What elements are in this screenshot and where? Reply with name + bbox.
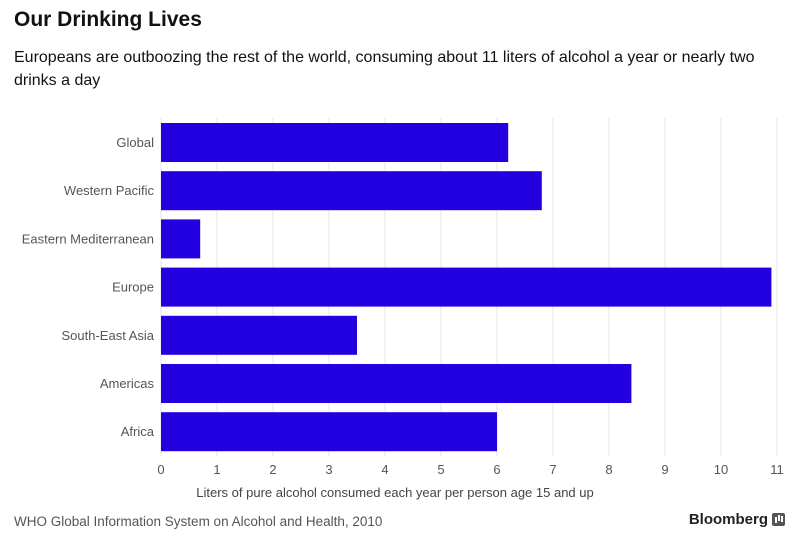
bar (161, 267, 772, 307)
x-tick-label: 2 (269, 462, 276, 477)
source-note: WHO Global Information System on Alcohol… (14, 514, 383, 529)
x-tick-label: 9 (661, 462, 668, 477)
brand-name: Bloomberg (688, 511, 768, 528)
x-tick-labels: 0 1 2 3 4 5 6 7 8 9 10 11 (157, 462, 783, 477)
category-label: Eastern Mediterranean (22, 231, 154, 246)
chart-icon (772, 513, 785, 526)
category-label: Africa (121, 424, 155, 439)
chart-subtitle: Europeans are outboozing the rest of the… (14, 49, 755, 89)
x-axis-label: Liters of pure alcohol consumed each yea… (196, 485, 593, 500)
bar (161, 315, 357, 355)
category-label: South-East Asia (62, 328, 155, 343)
x-tick-label: 8 (605, 462, 612, 477)
bar (161, 219, 201, 259)
x-tick-label: 4 (381, 462, 388, 477)
x-tick-label: 5 (437, 462, 444, 477)
category-label: Western Pacific (64, 183, 155, 198)
brand-logo: Bloomberg (689, 511, 785, 528)
bar (161, 364, 632, 403)
x-tick-label: 10 (714, 462, 728, 477)
x-tick-label: 1 (213, 462, 220, 477)
x-tick-label: 6 (493, 462, 500, 477)
category-label: Europe (112, 280, 154, 295)
chart-title: Our Drinking Lives (14, 8, 202, 31)
x-tick-label: 0 (157, 462, 164, 477)
x-tick-label: 3 (325, 462, 332, 477)
category-labels: Global Western Pacific Eastern Mediterrane… (22, 135, 155, 439)
x-tick-label: 11 (770, 462, 784, 477)
category-label: Global (116, 135, 154, 150)
bar (161, 412, 497, 452)
category-label: Americas (100, 376, 155, 391)
bar (161, 171, 542, 211)
x-tick-label: 7 (549, 462, 556, 477)
bars (161, 123, 772, 452)
bar (161, 123, 509, 162)
